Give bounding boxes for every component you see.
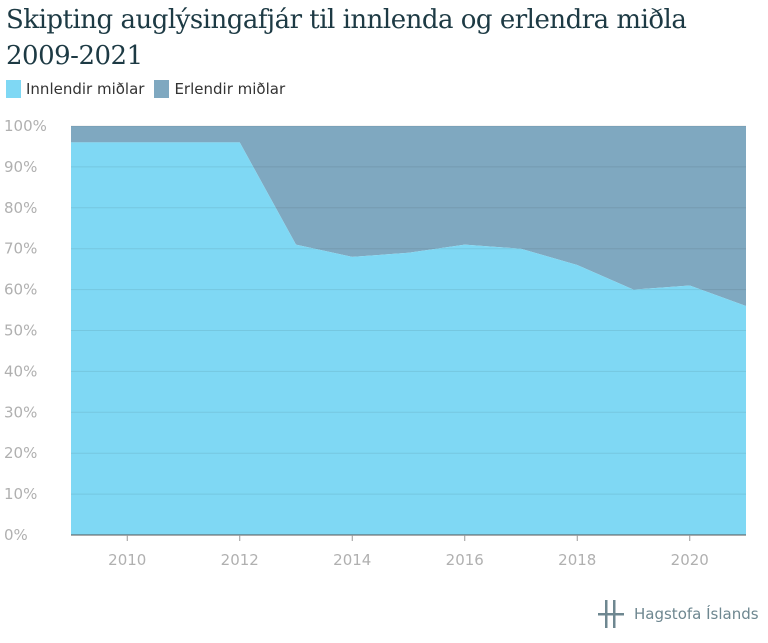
x-tick-label: 2016 [446,551,484,569]
area-erlendir [71,126,746,306]
x-tick-label: 2010 [108,551,146,569]
logo-icon [598,600,624,628]
y-tick-label: 0% [4,526,28,544]
chart-title: Skipting auglýsingafjár til innlenda og … [6,2,687,74]
y-tick-label: 60% [4,281,37,299]
y-tick-label: 40% [4,362,37,380]
x-tick-label: 2020 [671,551,709,569]
legend-swatch [154,80,170,98]
legend-item-erlendir[interactable]: Erlendir miðlar [154,80,285,98]
x-tick-label: 2018 [558,551,596,569]
x-tick-label: 2012 [221,551,259,569]
y-tick-label: 90% [4,158,37,176]
y-tick-label: 50% [4,322,37,340]
hagstofa-logo: Hagstofa Íslands [598,598,759,630]
legend-swatch [6,80,21,98]
legend: Innlendir miðlar Erlendir miðlar [6,80,285,98]
title-text: Skipting auglýsingafjár til innlenda og … [6,5,687,35]
y-tick-label: 20% [4,444,37,462]
y-tick-label: 80% [4,199,37,217]
legend-label: Erlendir miðlar [174,80,286,98]
y-tick-label: 70% [4,240,37,258]
y-tick-label: 10% [4,485,37,503]
legend-item-innlendir[interactable]: Innlendir miðlar [6,80,144,98]
y-tick-label: 30% [4,403,37,421]
legend-label: Innlendir miðlar [26,80,145,98]
x-tick-label: 2014 [333,551,371,569]
area-innlendir [71,142,746,536]
y-tick-label: 100% [4,117,47,135]
subtitle-text: 2009-2021 [6,41,143,71]
logo-text: Hagstofa Íslands [634,605,759,623]
